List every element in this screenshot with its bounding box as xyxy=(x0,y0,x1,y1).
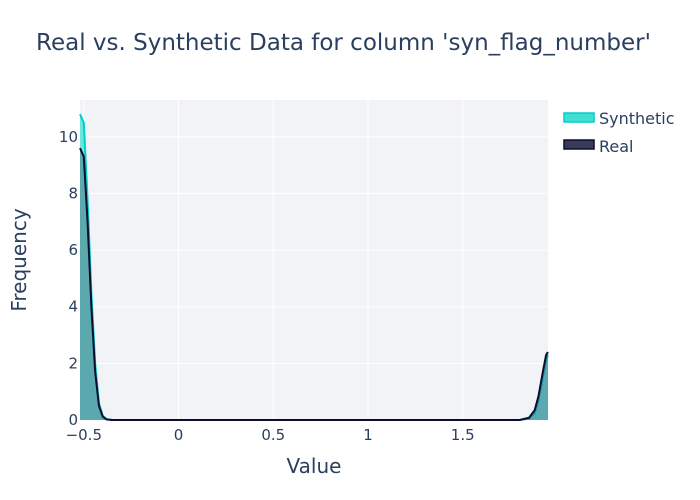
y-axis-title: Frequency xyxy=(7,208,31,311)
plot-area xyxy=(80,100,548,420)
legend-label-synthetic: Synthetic xyxy=(599,109,675,128)
y-tick-label: 0 xyxy=(68,411,78,429)
legend-swatch-real xyxy=(563,139,595,150)
line-real xyxy=(79,147,549,421)
legend-label-real: Real xyxy=(599,137,634,156)
x-tick-label: 0.5 xyxy=(261,426,285,444)
legend-item-synthetic[interactable]: Synthetic xyxy=(563,109,675,128)
series-layer xyxy=(79,113,549,421)
y-tick-label: 4 xyxy=(68,298,78,316)
legend-swatch-synthetic xyxy=(563,112,595,123)
y-tick-label: 6 xyxy=(68,241,78,259)
legend[interactable]: Synthetic Real xyxy=(563,109,675,156)
x-tick-label: 0 xyxy=(174,426,184,444)
y-tick-label: 10 xyxy=(59,128,78,146)
y-tick-label: 2 xyxy=(68,354,78,372)
legend-item-real[interactable]: Real xyxy=(563,137,634,156)
x-tick-label: −0.5 xyxy=(66,426,102,444)
y-tick-label: 8 xyxy=(68,184,78,202)
x-tick-label: 1.5 xyxy=(451,426,475,444)
x-axis-title: Value xyxy=(287,454,342,478)
x-tick-label: 1 xyxy=(363,426,373,444)
chart-title: Real vs. Synthetic Data for column 'syn_… xyxy=(36,30,651,56)
